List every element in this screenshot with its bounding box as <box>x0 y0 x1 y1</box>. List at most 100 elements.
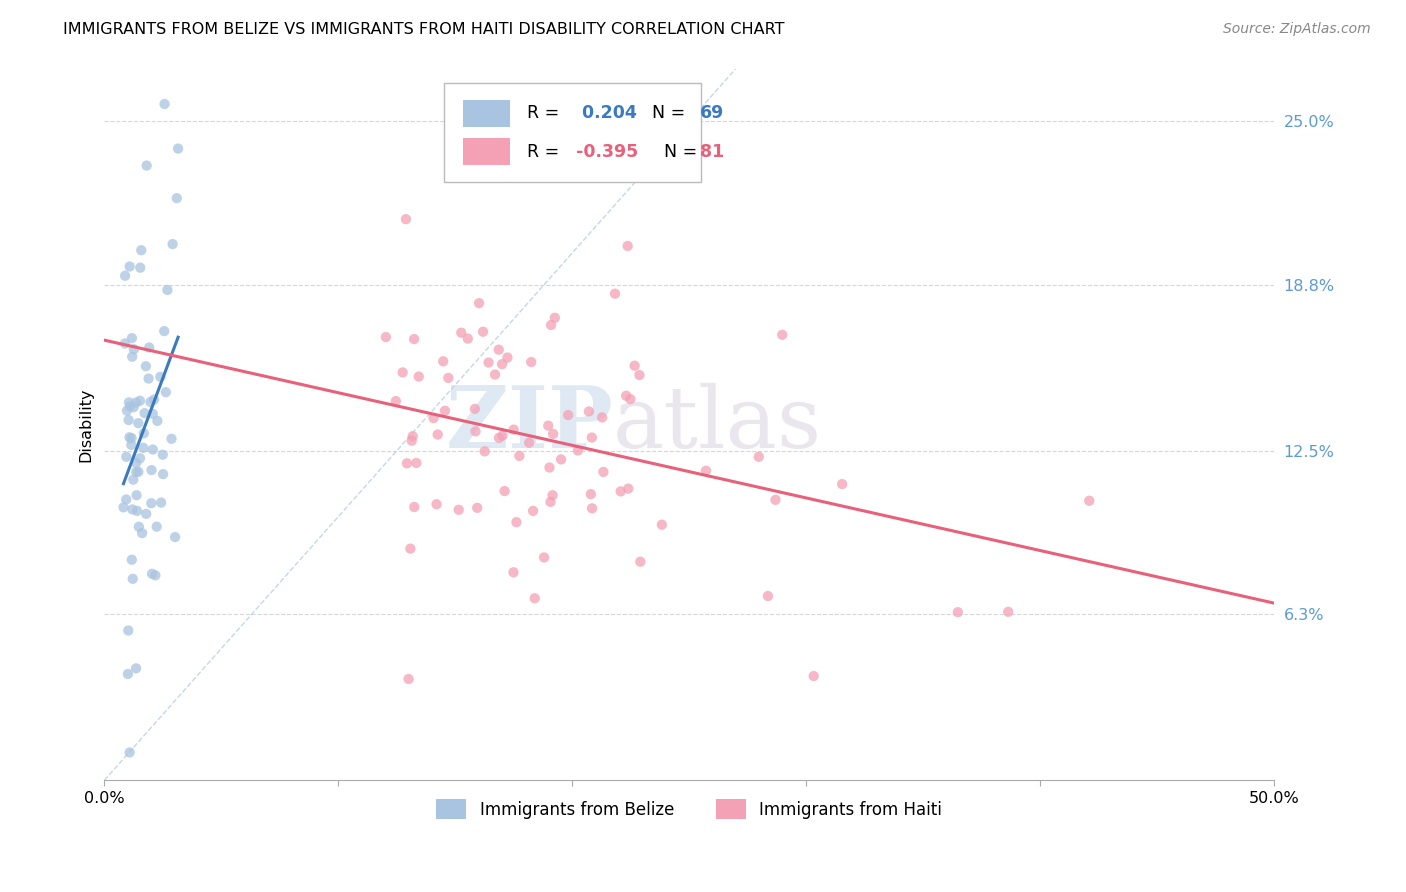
Point <box>142 407 165 421</box>
Point <box>404 500 426 514</box>
Point <box>115 403 138 417</box>
Point <box>146 414 169 428</box>
Point <box>156 283 179 297</box>
Point <box>135 159 157 173</box>
Point <box>1078 493 1101 508</box>
Point <box>603 286 626 301</box>
Point <box>112 500 135 515</box>
Point <box>465 500 488 515</box>
Point <box>114 268 136 283</box>
Text: 0.204: 0.204 <box>575 104 637 122</box>
Point <box>619 392 641 406</box>
Point <box>121 350 143 364</box>
Point <box>533 550 555 565</box>
Point <box>114 336 136 351</box>
Point <box>623 359 645 373</box>
Point <box>115 492 138 507</box>
Point <box>432 354 454 368</box>
Point <box>520 355 543 369</box>
Point <box>125 504 148 518</box>
Point <box>477 355 499 369</box>
Point <box>628 555 651 569</box>
Text: R =: R = <box>527 143 564 161</box>
Point <box>128 520 150 534</box>
Point <box>127 465 149 479</box>
Point <box>502 566 524 580</box>
Point <box>121 431 143 445</box>
Point <box>494 484 516 499</box>
Point <box>141 566 163 581</box>
Point <box>617 482 640 496</box>
Point <box>121 552 143 566</box>
Point <box>457 332 479 346</box>
Point <box>117 413 139 427</box>
Point <box>141 496 163 510</box>
Point <box>474 444 496 458</box>
Point <box>946 605 969 619</box>
Point <box>149 369 172 384</box>
Point <box>433 404 456 418</box>
Point <box>118 430 141 444</box>
Point <box>616 239 638 253</box>
Point <box>145 568 167 582</box>
Point <box>135 507 157 521</box>
Point <box>581 431 603 445</box>
Point <box>122 473 145 487</box>
Text: 81: 81 <box>700 143 724 161</box>
Point <box>517 435 540 450</box>
Point <box>167 142 190 156</box>
Point <box>132 441 155 455</box>
Point <box>125 661 148 675</box>
Point <box>152 448 174 462</box>
FancyBboxPatch shape <box>464 138 510 165</box>
Point <box>385 394 408 409</box>
Point <box>395 456 418 470</box>
Point <box>567 443 589 458</box>
Point <box>122 343 145 357</box>
Point <box>398 672 420 686</box>
Point <box>125 456 148 470</box>
Point <box>115 450 138 464</box>
Point <box>464 401 486 416</box>
Point <box>541 426 564 441</box>
Point <box>160 432 183 446</box>
Point <box>135 359 157 374</box>
Point <box>579 487 602 501</box>
Point <box>437 371 460 385</box>
Point <box>138 371 160 385</box>
Point <box>491 428 513 442</box>
Point <box>145 519 167 533</box>
Point <box>591 410 613 425</box>
Point <box>651 517 673 532</box>
Point <box>129 244 152 258</box>
Point <box>537 418 560 433</box>
Point <box>131 526 153 541</box>
Point <box>544 310 567 325</box>
Text: N =: N = <box>641 104 690 122</box>
Point <box>118 395 141 409</box>
Y-axis label: Disability: Disability <box>79 387 93 462</box>
Point <box>138 341 160 355</box>
Point <box>540 495 562 509</box>
Point <box>404 332 426 346</box>
Point <box>132 426 155 441</box>
Point <box>765 492 787 507</box>
Point <box>153 324 176 338</box>
Text: 69: 69 <box>700 104 724 122</box>
Point <box>578 404 600 418</box>
Point <box>134 406 156 420</box>
Point <box>395 212 418 227</box>
Point <box>117 624 139 638</box>
Point <box>125 465 148 479</box>
FancyBboxPatch shape <box>443 83 700 182</box>
Point <box>488 343 510 357</box>
Point <box>165 530 187 544</box>
Point <box>150 495 173 509</box>
Point <box>117 667 139 681</box>
Point <box>426 427 449 442</box>
Point <box>803 669 825 683</box>
Point <box>399 541 422 556</box>
Point <box>541 488 564 502</box>
Point <box>450 326 472 340</box>
Point <box>422 411 444 425</box>
